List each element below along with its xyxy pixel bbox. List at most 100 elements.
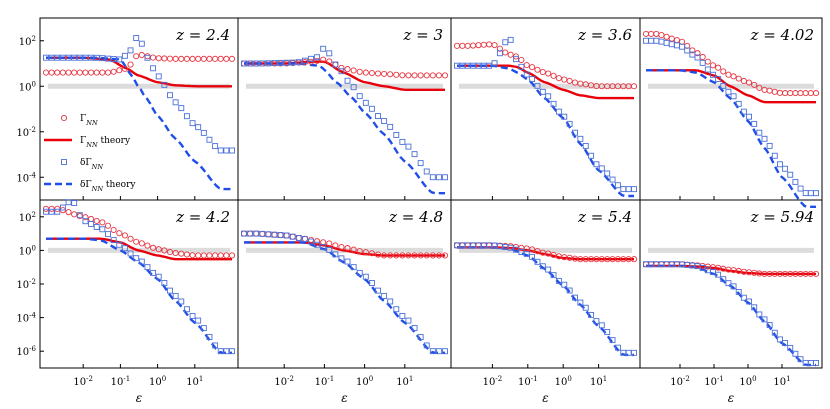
dgamma-point	[751, 120, 758, 127]
gamma-point	[326, 58, 333, 65]
dgamma-point	[189, 312, 196, 319]
gamma-point	[138, 240, 145, 247]
dgamma-point	[405, 317, 412, 324]
gamma-point	[183, 251, 190, 258]
dgamma-point	[350, 264, 357, 271]
gamma-point	[150, 244, 157, 251]
dgamma-point	[782, 165, 789, 172]
dgamma-point	[155, 273, 162, 280]
gamma-point	[59, 69, 66, 76]
dgamma-point	[356, 93, 363, 100]
dgamma-point	[320, 45, 327, 52]
dgamma-point	[183, 306, 190, 313]
gamma-point	[76, 69, 83, 76]
legend-label: ΓNN theory	[80, 136, 131, 149]
dgamma-point	[523, 71, 530, 78]
dgamma-point	[332, 61, 339, 68]
y-tick-label: 10-4	[16, 312, 36, 325]
dgamma-point	[735, 288, 742, 295]
gamma-point	[350, 246, 357, 253]
dgamma-point	[105, 231, 111, 238]
gamma-point	[782, 90, 789, 97]
dgamma-point	[631, 349, 637, 356]
x-tick-label: 101	[590, 375, 607, 388]
panel-frame	[639, 199, 823, 369]
gamma-point	[423, 252, 430, 259]
dgamma-point	[663, 39, 670, 46]
gamma-point	[399, 252, 406, 259]
gamma-point	[178, 250, 185, 257]
dgamma-theory-line	[46, 56, 232, 191]
gamma-point	[326, 240, 333, 247]
dgamma-point	[144, 264, 151, 271]
gamma-point	[550, 72, 557, 79]
gamma-point	[212, 252, 219, 259]
x-axis-label: ε	[341, 391, 347, 405]
gamma-point	[212, 55, 219, 62]
gamma-point	[545, 70, 552, 77]
y-tick-label: 100	[19, 244, 36, 257]
gamma-point	[223, 55, 230, 62]
gamma-point	[735, 75, 742, 82]
dgamma-point	[150, 269, 157, 276]
dgamma-point	[82, 54, 89, 61]
panel-z-label: z = 3	[402, 26, 443, 44]
dgamma-point	[756, 311, 763, 318]
dgamma-point	[206, 136, 213, 143]
dgamma-point	[399, 138, 406, 145]
gamma-point	[417, 72, 424, 79]
dgamma-point	[332, 251, 339, 258]
dgamma-point	[393, 131, 400, 138]
x-tick-label: 10-2	[73, 375, 93, 388]
dgamma-point	[582, 142, 589, 149]
dgamma-theory-line	[244, 62, 445, 195]
dgamma-point	[423, 342, 430, 349]
dgamma-point	[787, 171, 794, 178]
gamma-point	[301, 235, 308, 242]
dgamma-point	[725, 88, 732, 95]
gamma-point	[217, 252, 224, 259]
dgamma-point	[381, 118, 388, 125]
gamma-point	[459, 42, 466, 49]
dgamma-point	[133, 35, 140, 41]
dgamma-point	[116, 56, 123, 63]
gamma-point	[65, 69, 72, 76]
gamma-point	[189, 55, 196, 62]
gamma-point	[740, 77, 747, 85]
gamma-point	[161, 247, 168, 254]
dgamma-point	[178, 298, 185, 305]
gamma-point	[356, 248, 363, 255]
gamma-point	[247, 230, 254, 237]
dgamma-point	[344, 77, 351, 84]
gamma-point	[545, 250, 552, 257]
dgamma-point	[200, 129, 207, 136]
dgamma-point	[513, 56, 519, 63]
gamma-point	[121, 65, 128, 72]
dgamma-point	[344, 258, 351, 265]
dgamma-point	[110, 56, 117, 63]
gamma-point	[93, 217, 100, 224]
dgamma-point	[259, 60, 266, 67]
dgamma-point	[82, 218, 89, 225]
gamma-point	[150, 54, 157, 61]
gamma-point	[668, 35, 675, 42]
y-tick-label: 102	[19, 211, 36, 224]
panel-5: 102 100 10-2 10-4 10-6 10-2 10-1 100 101 z = 4.2 ε	[16, 199, 239, 405]
gamma-point	[368, 69, 375, 77]
gamma-point	[172, 249, 179, 257]
dgamma-point	[555, 277, 562, 284]
dgamma-point	[545, 266, 552, 273]
gamma-point	[709, 62, 717, 69]
gamma-point	[550, 251, 557, 258]
dgamma-point	[620, 186, 627, 193]
dgamma-point	[387, 123, 394, 130]
gamma-point	[320, 56, 327, 63]
gamma-point	[356, 68, 363, 75]
dgamma-point	[614, 344, 621, 351]
dgamma-point	[375, 287, 381, 294]
gamma-point	[166, 248, 174, 256]
dgamma-point	[161, 280, 168, 286]
dgamma-point	[76, 212, 83, 219]
dgamma-point	[350, 84, 357, 91]
dgamma-point	[253, 60, 260, 67]
